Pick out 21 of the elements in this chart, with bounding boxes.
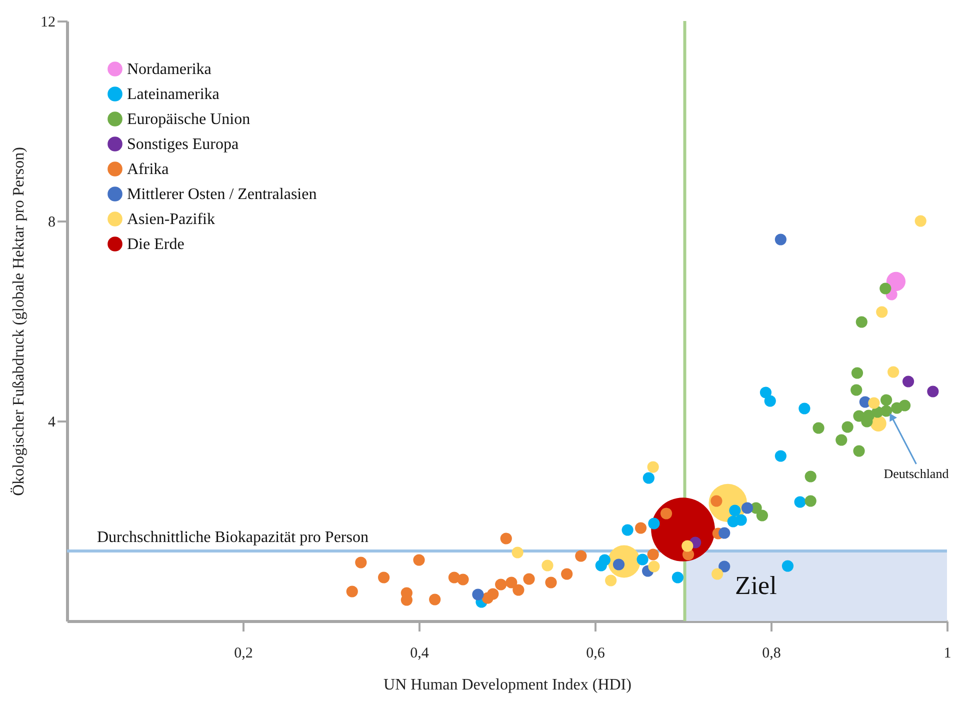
legend-label: Afrika <box>127 161 169 178</box>
y-axis-title: Ökologischer Fußabdruck (globale Hektar pro Person) <box>10 147 28 496</box>
x-tick-label: 0,8 <box>762 646 781 662</box>
x-tick-label: 0,4 <box>410 646 430 662</box>
ref-line-label: Durchschnittliche Biokapazität pro Person <box>97 529 368 546</box>
x-tick-label: 0,2 <box>234 646 253 662</box>
legend-label: Die Erde <box>127 236 184 253</box>
x-tick-label: 0,6 <box>586 646 606 662</box>
legend-label: Nordamerika <box>127 61 212 78</box>
legend-label: Europäische Union <box>127 111 250 128</box>
legend-label: Sonstiges Europa <box>127 136 239 153</box>
x-tick-label: 1 <box>944 646 952 662</box>
annotation: Deutschland <box>884 466 950 481</box>
legend-label: Mittlerer Osten / Zentralasien <box>127 186 317 203</box>
legend-label: Asien-Pazifik <box>127 211 215 228</box>
y-tick-label: 12 <box>40 14 56 30</box>
y-tick-label: 4 <box>48 414 56 430</box>
band-label: Ziel <box>734 571 777 600</box>
legend-label: Lateinamerika <box>127 86 220 103</box>
y-tick-label: 8 <box>48 214 56 230</box>
x-axis-title: UN Human Development Index (HDI) <box>384 676 632 694</box>
